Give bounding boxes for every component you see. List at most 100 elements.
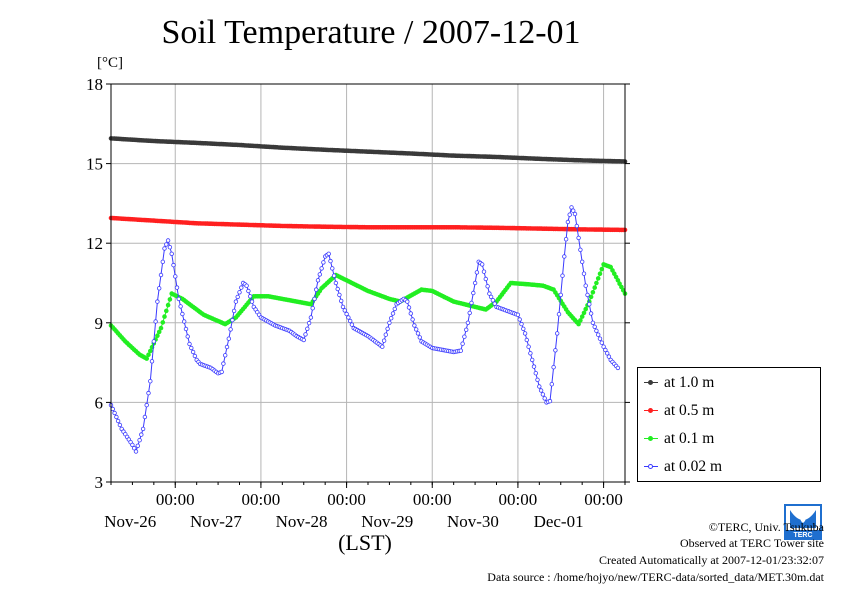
data-point bbox=[219, 369, 224, 375]
x-tick-date-label: Dec-01 bbox=[534, 512, 584, 531]
data-point bbox=[556, 312, 562, 317]
data-point bbox=[317, 272, 322, 277]
data-point bbox=[192, 353, 198, 359]
data-point bbox=[187, 341, 192, 347]
data-point bbox=[464, 327, 469, 332]
data-point bbox=[606, 354, 612, 359]
data-point bbox=[583, 306, 588, 312]
data-point bbox=[521, 326, 526, 331]
data-point bbox=[158, 272, 164, 278]
data-point bbox=[578, 247, 583, 252]
data-point bbox=[471, 290, 476, 296]
data-point bbox=[392, 306, 397, 312]
data-point bbox=[144, 402, 149, 408]
data-point bbox=[228, 327, 233, 332]
data-point bbox=[481, 269, 487, 274]
data-point bbox=[595, 276, 601, 281]
data-point bbox=[603, 347, 608, 353]
series-at-1.0-m bbox=[108, 136, 628, 164]
data-point bbox=[333, 280, 339, 286]
data-point bbox=[224, 344, 230, 350]
data-point bbox=[414, 327, 419, 332]
data-point bbox=[492, 301, 497, 306]
data-point bbox=[339, 298, 344, 304]
data-point bbox=[167, 297, 173, 302]
data-point bbox=[576, 235, 581, 241]
data-point bbox=[549, 382, 554, 387]
data-point bbox=[519, 321, 524, 327]
data-point bbox=[315, 278, 321, 283]
data-point bbox=[572, 211, 578, 217]
data-point bbox=[110, 406, 115, 412]
data-point bbox=[562, 254, 567, 259]
series-group bbox=[108, 136, 628, 454]
data-point bbox=[567, 212, 572, 217]
x-tick-time-label: 00:00 bbox=[413, 490, 452, 509]
data-point bbox=[237, 290, 242, 295]
data-point bbox=[162, 246, 167, 251]
data-point bbox=[385, 326, 390, 331]
data-point bbox=[303, 332, 308, 337]
x-tick-time-label: 00:00 bbox=[327, 490, 366, 509]
data-point bbox=[239, 285, 244, 290]
data-point bbox=[560, 273, 565, 278]
data-point bbox=[412, 323, 417, 328]
data-point bbox=[231, 308, 237, 314]
data-point bbox=[576, 321, 581, 327]
data-point bbox=[169, 251, 174, 256]
data-point bbox=[162, 314, 167, 319]
data-point bbox=[530, 357, 535, 363]
data-point bbox=[551, 365, 556, 370]
data-point bbox=[165, 238, 171, 243]
data-point bbox=[244, 283, 249, 288]
data-point bbox=[597, 336, 603, 341]
data-point bbox=[569, 205, 574, 210]
data-point bbox=[528, 351, 533, 356]
data-point bbox=[230, 317, 235, 323]
y-tick-label: 3 bbox=[95, 473, 104, 492]
data-point bbox=[515, 312, 521, 317]
data-point bbox=[485, 284, 490, 289]
data-point bbox=[331, 273, 337, 278]
chart-title: Soil Temperature / 2007-12-01 bbox=[161, 14, 581, 51]
data-point bbox=[180, 311, 185, 317]
legend-label: at 0.5 m bbox=[664, 402, 715, 419]
data-point bbox=[233, 299, 239, 304]
footer-created: Created Automatically at 2007-12-01/23:3… bbox=[599, 553, 824, 567]
data-point bbox=[615, 365, 621, 371]
data-point bbox=[389, 316, 394, 321]
data-point bbox=[531, 364, 537, 369]
data-point bbox=[160, 259, 165, 264]
data-point bbox=[599, 340, 604, 345]
data-point bbox=[221, 361, 226, 366]
data-point bbox=[533, 371, 538, 376]
data-point bbox=[167, 244, 173, 250]
data-point bbox=[181, 319, 187, 324]
data-point bbox=[592, 324, 597, 329]
data-point bbox=[383, 332, 388, 337]
data-point bbox=[330, 266, 335, 271]
x-tick-date-label: Nov-30 bbox=[447, 512, 499, 531]
legend-item-0.5m: at 0.5 m bbox=[644, 399, 714, 423]
data-point bbox=[592, 285, 597, 290]
data-point bbox=[156, 329, 162, 335]
data-point bbox=[601, 344, 606, 349]
data-point bbox=[117, 422, 123, 428]
data-point bbox=[588, 294, 594, 300]
y-tick-label: 15 bbox=[86, 155, 103, 174]
footer-copyright: ©TERC, Univ. Tsukuba bbox=[708, 520, 824, 534]
data-point bbox=[306, 320, 312, 326]
legend-item-0.1m: at 0.1 m bbox=[644, 427, 714, 451]
data-point bbox=[571, 208, 576, 213]
data-point bbox=[314, 287, 319, 292]
data-point bbox=[517, 317, 522, 322]
data-point bbox=[176, 296, 181, 302]
data-point bbox=[156, 286, 162, 291]
y-tick-label: 12 bbox=[86, 234, 103, 253]
data-point bbox=[597, 271, 603, 277]
series-at-0.1-m bbox=[108, 262, 628, 361]
data-point bbox=[581, 271, 587, 276]
data-point bbox=[335, 286, 340, 292]
data-point bbox=[149, 359, 155, 364]
